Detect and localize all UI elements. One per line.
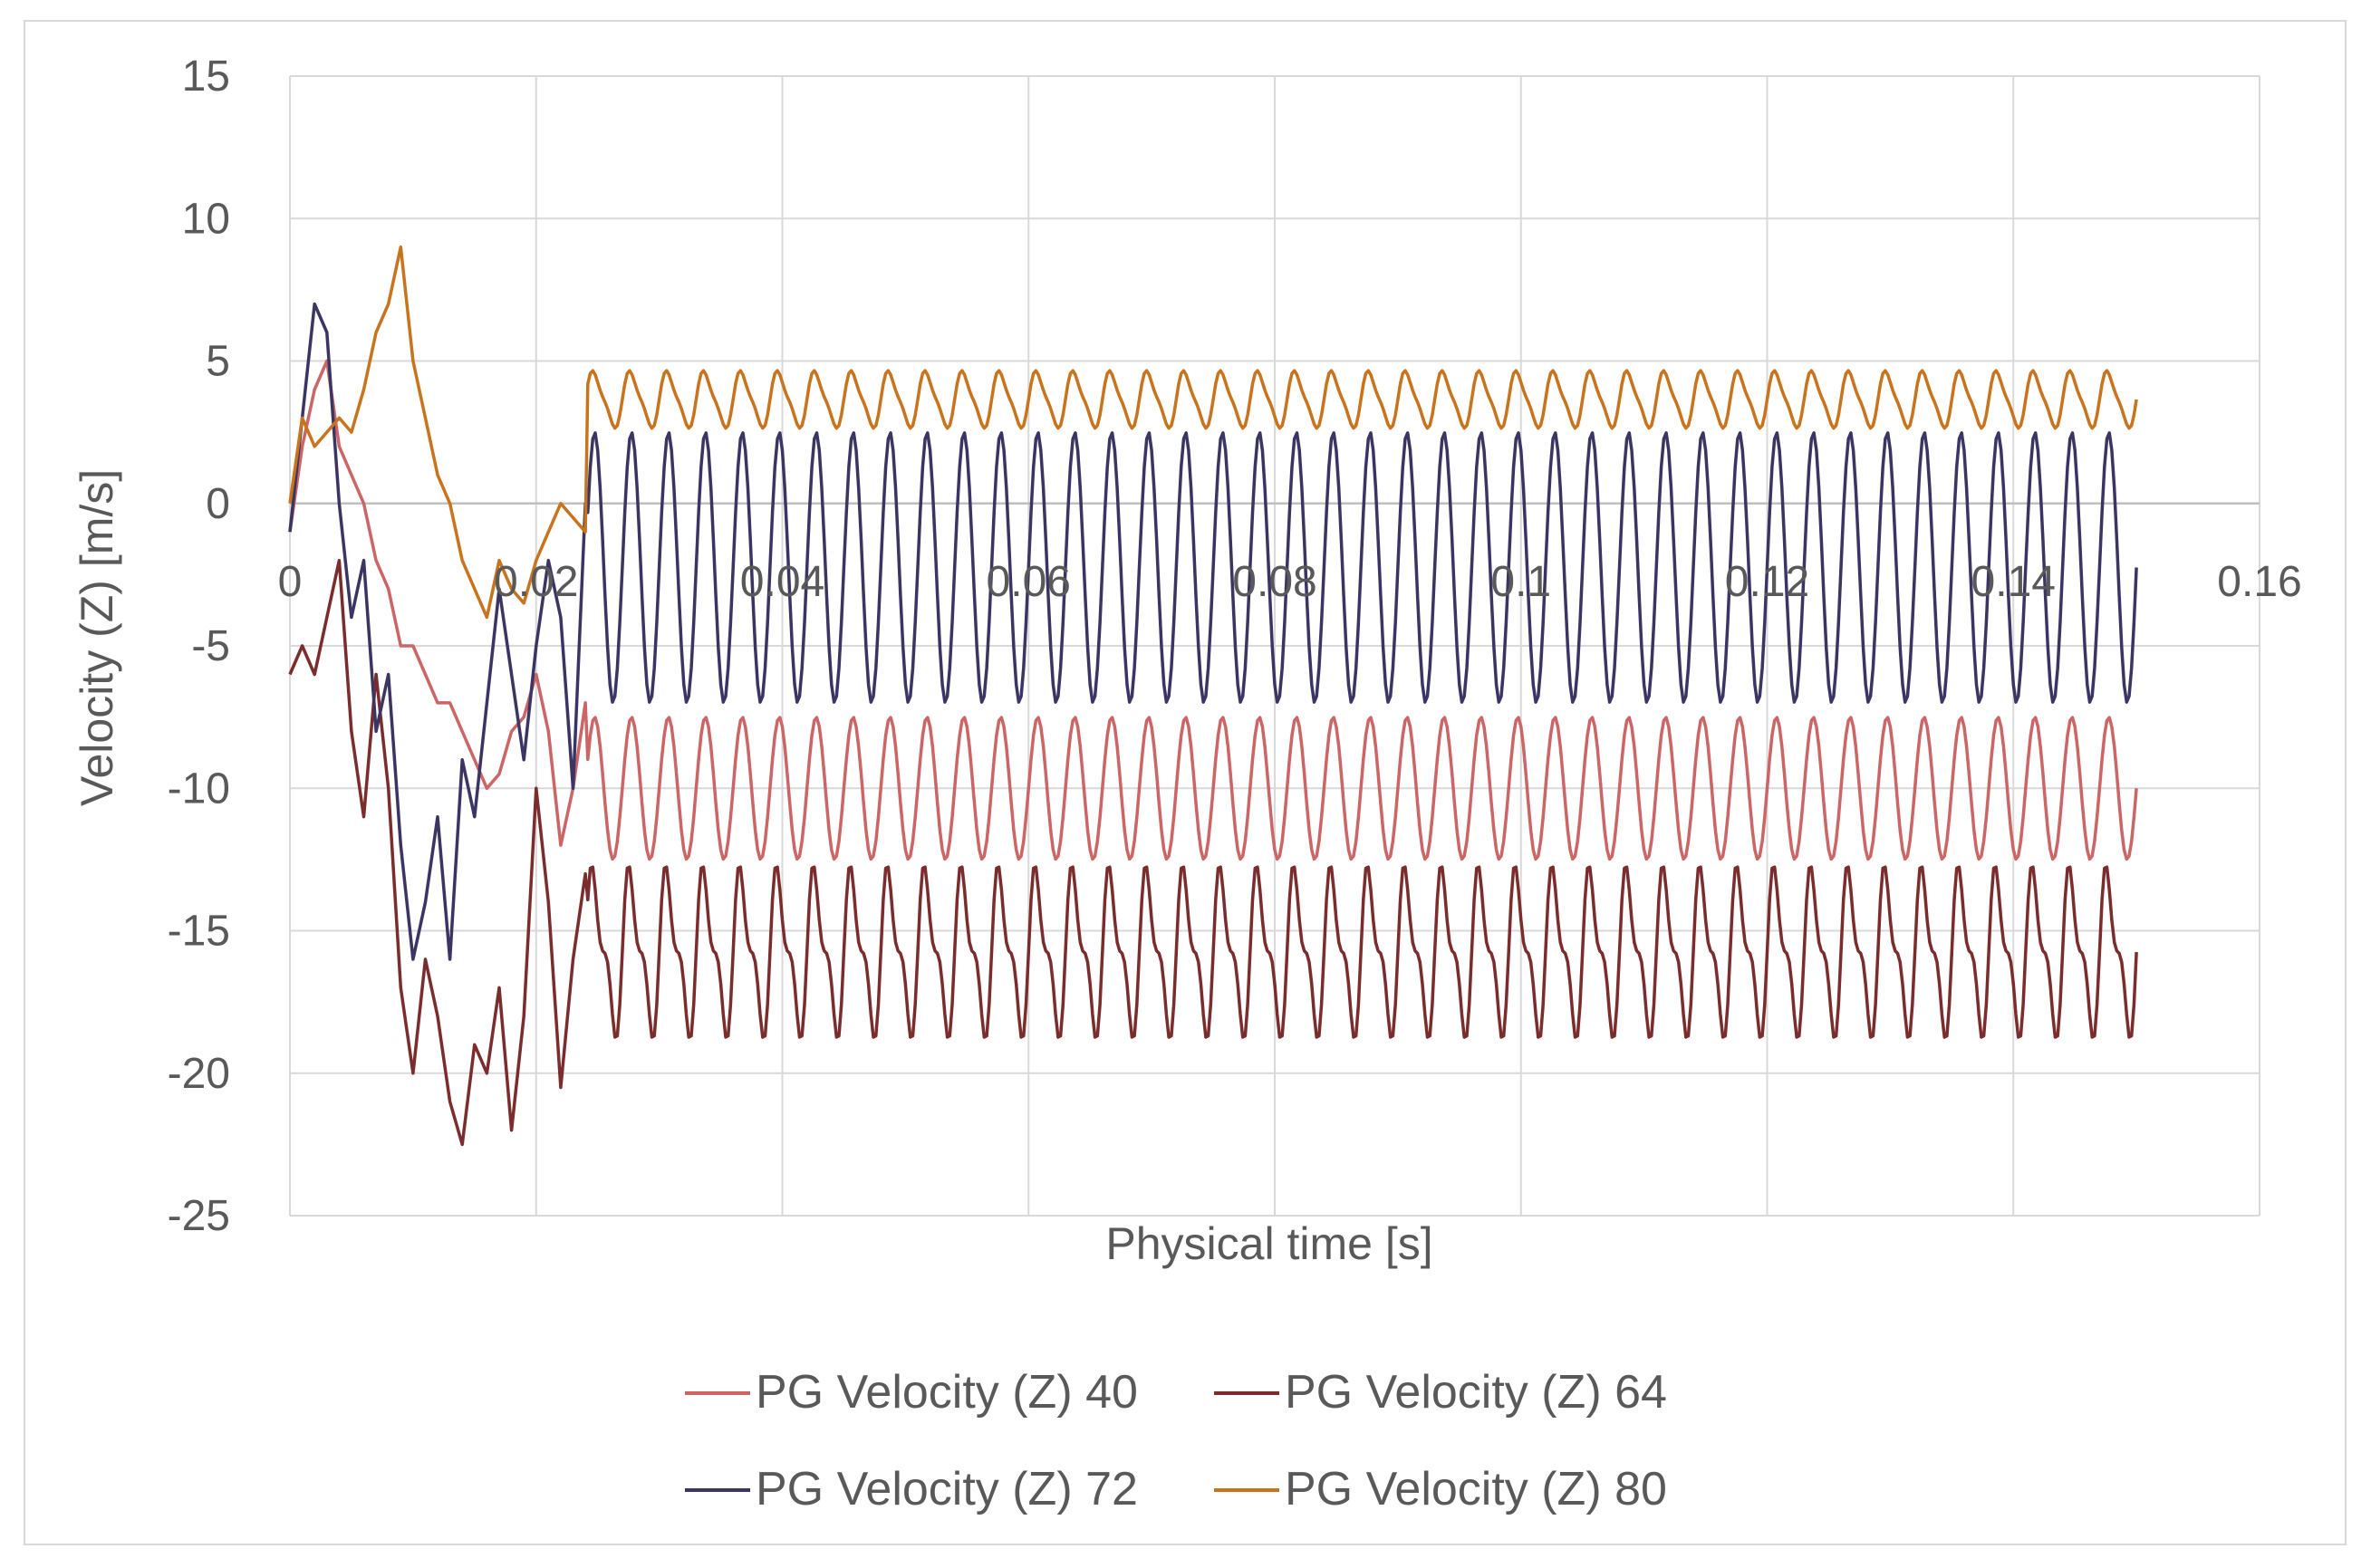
series-line	[288, 359, 2138, 861]
line-chart: 0 0.02 0.04 0.06 0.08 0.1 0.12 0.14 0.16 15 10 5 0 -5…	[72, 53, 2302, 1515]
chart-frame: 0 0.02 0.04 0.06 0.08 0.1 0.12 0.14 0.16 15 10 5 0 -5…	[24, 20, 2347, 1545]
x-tick-label: 0.08	[1232, 558, 1316, 606]
y-tick-label: 10	[182, 195, 230, 243]
x-tick-label: 0.12	[1725, 558, 1809, 606]
y-tick-label: -15	[168, 908, 230, 956]
legend: PG Velocity (Z) 40 PG Velocity (Z) 64 PG V…	[685, 1366, 1667, 1515]
y-tick-label: -25	[168, 1192, 230, 1240]
y-tick-label: -20	[168, 1050, 230, 1098]
y-tick-label: 15	[182, 53, 230, 101]
x-tick-label: 0.14	[1971, 558, 2056, 606]
y-tick-label: -10	[168, 765, 230, 813]
x-tick-label: 0.04	[740, 558, 824, 606]
legend-label: PG Velocity (Z) 72	[756, 1463, 1138, 1515]
x-tick-label: 0.06	[987, 558, 1071, 606]
y-tick-label: -5	[191, 622, 230, 670]
legend-label: PG Velocity (Z) 40	[756, 1366, 1138, 1419]
x-tick-label: 0	[278, 558, 303, 606]
series-lines	[288, 245, 2138, 1147]
legend-label: PG Velocity (Z) 80	[1285, 1463, 1667, 1515]
series-line	[288, 558, 2138, 1147]
x-tick-label: 0.16	[2217, 558, 2301, 606]
legend-label: PG Velocity (Z) 64	[1285, 1366, 1667, 1419]
grid-lines	[289, 75, 2260, 1217]
y-tick-label: 0	[206, 480, 230, 528]
tick-labels: 0 0.02 0.04 0.06 0.08 0.1 0.12 0.14 0.16 15 10 5 0 -5…	[168, 53, 2302, 1240]
series-line	[288, 245, 2138, 620]
x-tick-label: 0.1	[1490, 558, 1551, 606]
y-tick-label: 5	[206, 338, 230, 386]
x-tick-label: 0.02	[494, 558, 578, 606]
x-axis-title: Physical time [s]	[1105, 1218, 1432, 1269]
y-axis-title: Velocity (Z) [m/s]	[72, 469, 122, 806]
series-line	[288, 302, 2138, 961]
